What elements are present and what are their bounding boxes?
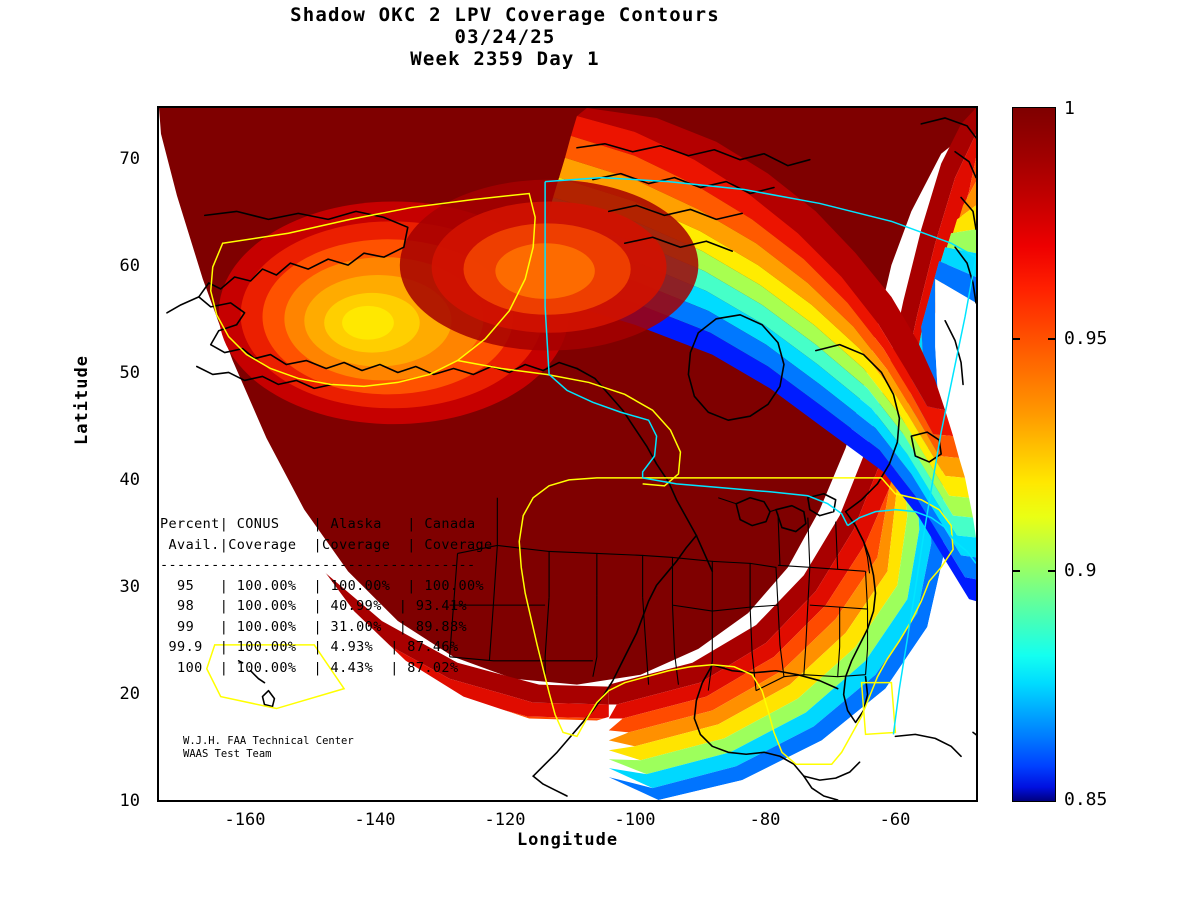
ytick-label-70: 70 bbox=[119, 149, 140, 169]
service-region-boundary-canada bbox=[544, 176, 976, 735]
colorbar-tick-095-left bbox=[1012, 338, 1020, 340]
ytick-label-60: 60 bbox=[119, 256, 140, 276]
credit-text: W.J.H. FAA Technical Center WAAS Test Te… bbox=[183, 735, 354, 760]
xtick-label-neg160: -160 bbox=[224, 810, 266, 830]
title-line-1: Shadow OKC 2 LPV Coverage Contours bbox=[290, 4, 720, 26]
chart-title-block: Shadow OKC 2 LPV Coverage Contours 03/24… bbox=[0, 4, 1010, 70]
ytick-label-40: 40 bbox=[119, 470, 140, 490]
nw-canada-mild-dip bbox=[399, 179, 699, 351]
colorbar-label-09: 0.9 bbox=[1064, 560, 1097, 581]
x-axis-title: Longitude bbox=[516, 830, 619, 850]
colorbar-tick-095-right bbox=[1048, 338, 1056, 340]
coverage-contour-map bbox=[159, 108, 976, 800]
xtick-label-neg60: -60 bbox=[879, 810, 911, 830]
colorbar-label-085: 0.85 bbox=[1064, 789, 1108, 810]
xtick-label-neg80: -80 bbox=[749, 810, 781, 830]
y-axis-title: Latitude bbox=[72, 355, 92, 445]
ytick-label-20: 20 bbox=[119, 684, 140, 704]
title-line-2: 03/24/25 bbox=[454, 26, 556, 48]
xtick-label-neg100: -100 bbox=[614, 810, 656, 830]
colorbar-tick-09-left bbox=[1012, 570, 1020, 572]
ytick-label-30: 30 bbox=[119, 577, 140, 597]
coastlines bbox=[166, 117, 976, 800]
ytick-label-10: 10 bbox=[119, 791, 140, 811]
colorbar bbox=[1012, 107, 1056, 802]
xtick-label-neg120: -120 bbox=[484, 810, 526, 830]
ytick-label-50: 50 bbox=[119, 363, 140, 383]
coverage-stats-table: Percent| CONUS | Alaska | Canada Avail.|… bbox=[160, 516, 493, 676]
service-region-boundary-conus bbox=[205, 192, 954, 765]
xtick-label-neg140: -140 bbox=[354, 810, 396, 830]
colorbar-tick-09-right bbox=[1048, 570, 1056, 572]
colorbar-gradient bbox=[1013, 108, 1055, 801]
colorbar-label-1: 1 bbox=[1064, 98, 1075, 119]
map-plot-area bbox=[157, 106, 978, 802]
title-line-3: Week 2359 Day 1 bbox=[410, 48, 600, 70]
colorbar-label-095: 0.95 bbox=[1064, 328, 1108, 349]
